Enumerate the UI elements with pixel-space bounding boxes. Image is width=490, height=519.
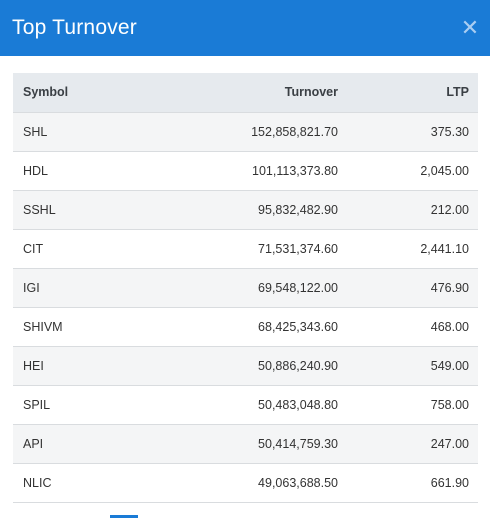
table-row[interactable]: HDL 101,113,373.80 2,045.00 xyxy=(13,151,478,191)
cell-ltp: 476.90 xyxy=(348,268,478,308)
cell-ltp: 212.00 xyxy=(348,190,478,230)
cell-symbol[interactable]: IGI xyxy=(13,268,163,308)
cell-ltp: 2,441.10 xyxy=(348,229,478,269)
cell-symbol[interactable]: SPIL xyxy=(13,385,163,425)
cell-ltp: 247.00 xyxy=(348,424,478,464)
table-header-row: Symbol Turnover LTP xyxy=(13,73,478,113)
cell-symbol[interactable]: SHIVM xyxy=(13,307,163,347)
cell-symbol[interactable]: NLIC xyxy=(13,463,163,503)
cell-turnover: 68,425,343.60 xyxy=(163,307,348,347)
cell-turnover: 50,414,759.30 xyxy=(163,424,348,464)
cell-symbol[interactable]: SHL xyxy=(13,112,163,152)
cell-turnover: 49,063,688.50 xyxy=(163,463,348,503)
table-row[interactable]: IGI 69,548,122.00 476.90 xyxy=(13,268,478,308)
cell-symbol[interactable]: SSHL xyxy=(13,190,163,230)
turnover-table-container: Symbol Turnover LTP SHL 152,858,821.70 3… xyxy=(13,73,478,503)
modal-header: Top Turnover ✕ xyxy=(0,0,490,56)
cell-symbol[interactable]: CIT xyxy=(13,229,163,269)
table-row[interactable]: HEI 50,886,240.90 549.00 xyxy=(13,346,478,386)
cell-turnover: 69,548,122.00 xyxy=(163,268,348,308)
cell-symbol[interactable]: API xyxy=(13,424,163,464)
table-row[interactable]: SSHL 95,832,482.90 212.00 xyxy=(13,190,478,230)
cell-symbol[interactable]: HEI xyxy=(13,346,163,386)
cell-turnover: 71,531,374.60 xyxy=(163,229,348,269)
table-row[interactable]: CIT 71,531,374.60 2,441.10 xyxy=(13,229,478,269)
turnover-table: Symbol Turnover LTP SHL 152,858,821.70 3… xyxy=(13,73,478,503)
cell-ltp: 2,045.00 xyxy=(348,151,478,191)
cell-ltp: 549.00 xyxy=(348,346,478,386)
cell-ltp: 758.00 xyxy=(348,385,478,425)
cell-turnover: 50,886,240.90 xyxy=(163,346,348,386)
table-row[interactable]: API 50,414,759.30 247.00 xyxy=(13,424,478,464)
column-header-turnover[interactable]: Turnover xyxy=(163,73,348,113)
cell-ltp: 375.30 xyxy=(348,112,478,152)
column-header-ltp[interactable]: LTP xyxy=(348,73,478,113)
close-icon[interactable]: ✕ xyxy=(460,15,480,40)
table-row[interactable]: SHIVM 68,425,343.60 468.00 xyxy=(13,307,478,347)
cell-turnover: 152,858,821.70 xyxy=(163,112,348,152)
column-header-symbol[interactable]: Symbol xyxy=(13,73,163,113)
modal-title: Top Turnover xyxy=(12,16,137,39)
table-row[interactable]: NLIC 49,063,688.50 661.90 xyxy=(13,463,478,503)
cell-turnover: 95,832,482.90 xyxy=(163,190,348,230)
cell-ltp: 468.00 xyxy=(348,307,478,347)
table-row[interactable]: SHL 152,858,821.70 375.30 xyxy=(13,112,478,152)
cell-ltp: 661.90 xyxy=(348,463,478,503)
cell-symbol[interactable]: HDL xyxy=(13,151,163,191)
cell-turnover: 50,483,048.80 xyxy=(163,385,348,425)
table-row[interactable]: SPIL 50,483,048.80 758.00 xyxy=(13,385,478,425)
cell-turnover: 101,113,373.80 xyxy=(163,151,348,191)
pagination-indicator[interactable] xyxy=(110,515,138,518)
